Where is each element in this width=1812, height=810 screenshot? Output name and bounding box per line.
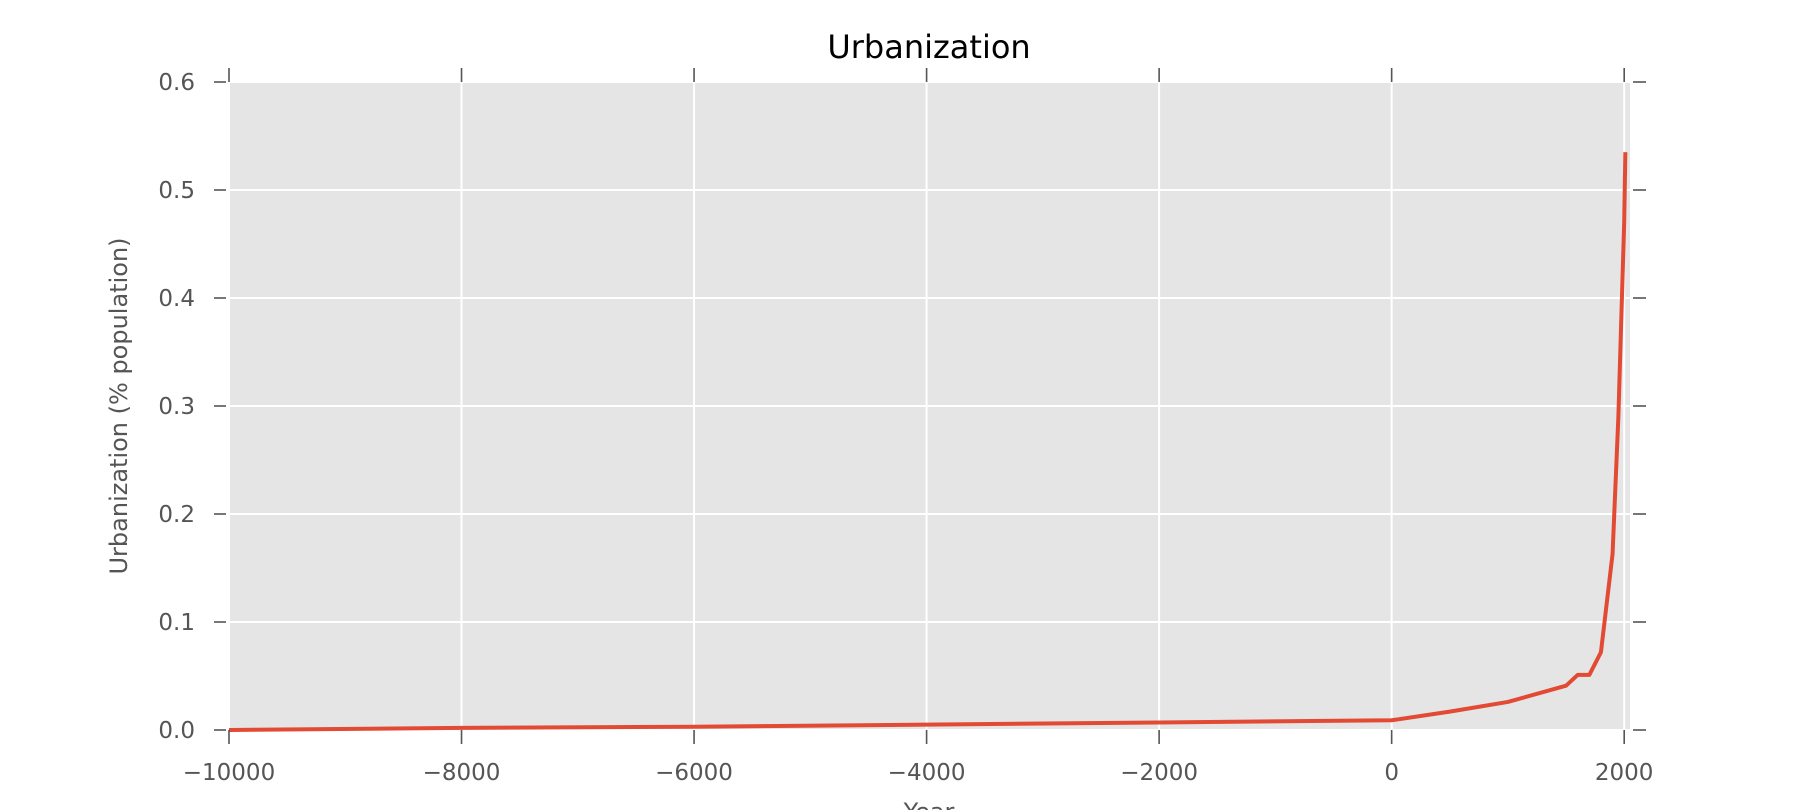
tick-labels: −10000 −8000 −6000 −4000 −2000 0 2000 0.0 0.1 0.2… — [158, 70, 1653, 786]
y-tick-label: 0.5 — [158, 178, 195, 204]
x-tick-label: 2000 — [1595, 760, 1654, 786]
y-tick-label: 0.6 — [158, 70, 195, 96]
x-tick-label: −4000 — [888, 760, 966, 786]
y-tick-label: 0.3 — [158, 394, 195, 420]
series-lines — [228, 152, 1628, 732]
x-tick-label: 0 — [1384, 760, 1399, 786]
x-tick-label: −8000 — [423, 760, 501, 786]
axis-ticks — [214, 68, 1646, 744]
chart-title: Urbanization — [827, 28, 1030, 66]
y-tick-label: 0.2 — [158, 502, 195, 528]
y-tick-label: 0.4 — [158, 286, 195, 312]
y-axis-label: Urbanization (% population) — [105, 237, 133, 574]
x-tick-label: −10000 — [183, 760, 275, 786]
grid-lines — [228, 81, 1630, 731]
x-tick-label: −2000 — [1120, 760, 1198, 786]
series-line — [228, 152, 1628, 732]
y-tick-label: 0.0 — [158, 718, 195, 744]
x-axis-label: Year — [903, 798, 955, 810]
x-tick-label: −6000 — [655, 760, 733, 786]
y-tick-label: 0.1 — [158, 610, 195, 636]
